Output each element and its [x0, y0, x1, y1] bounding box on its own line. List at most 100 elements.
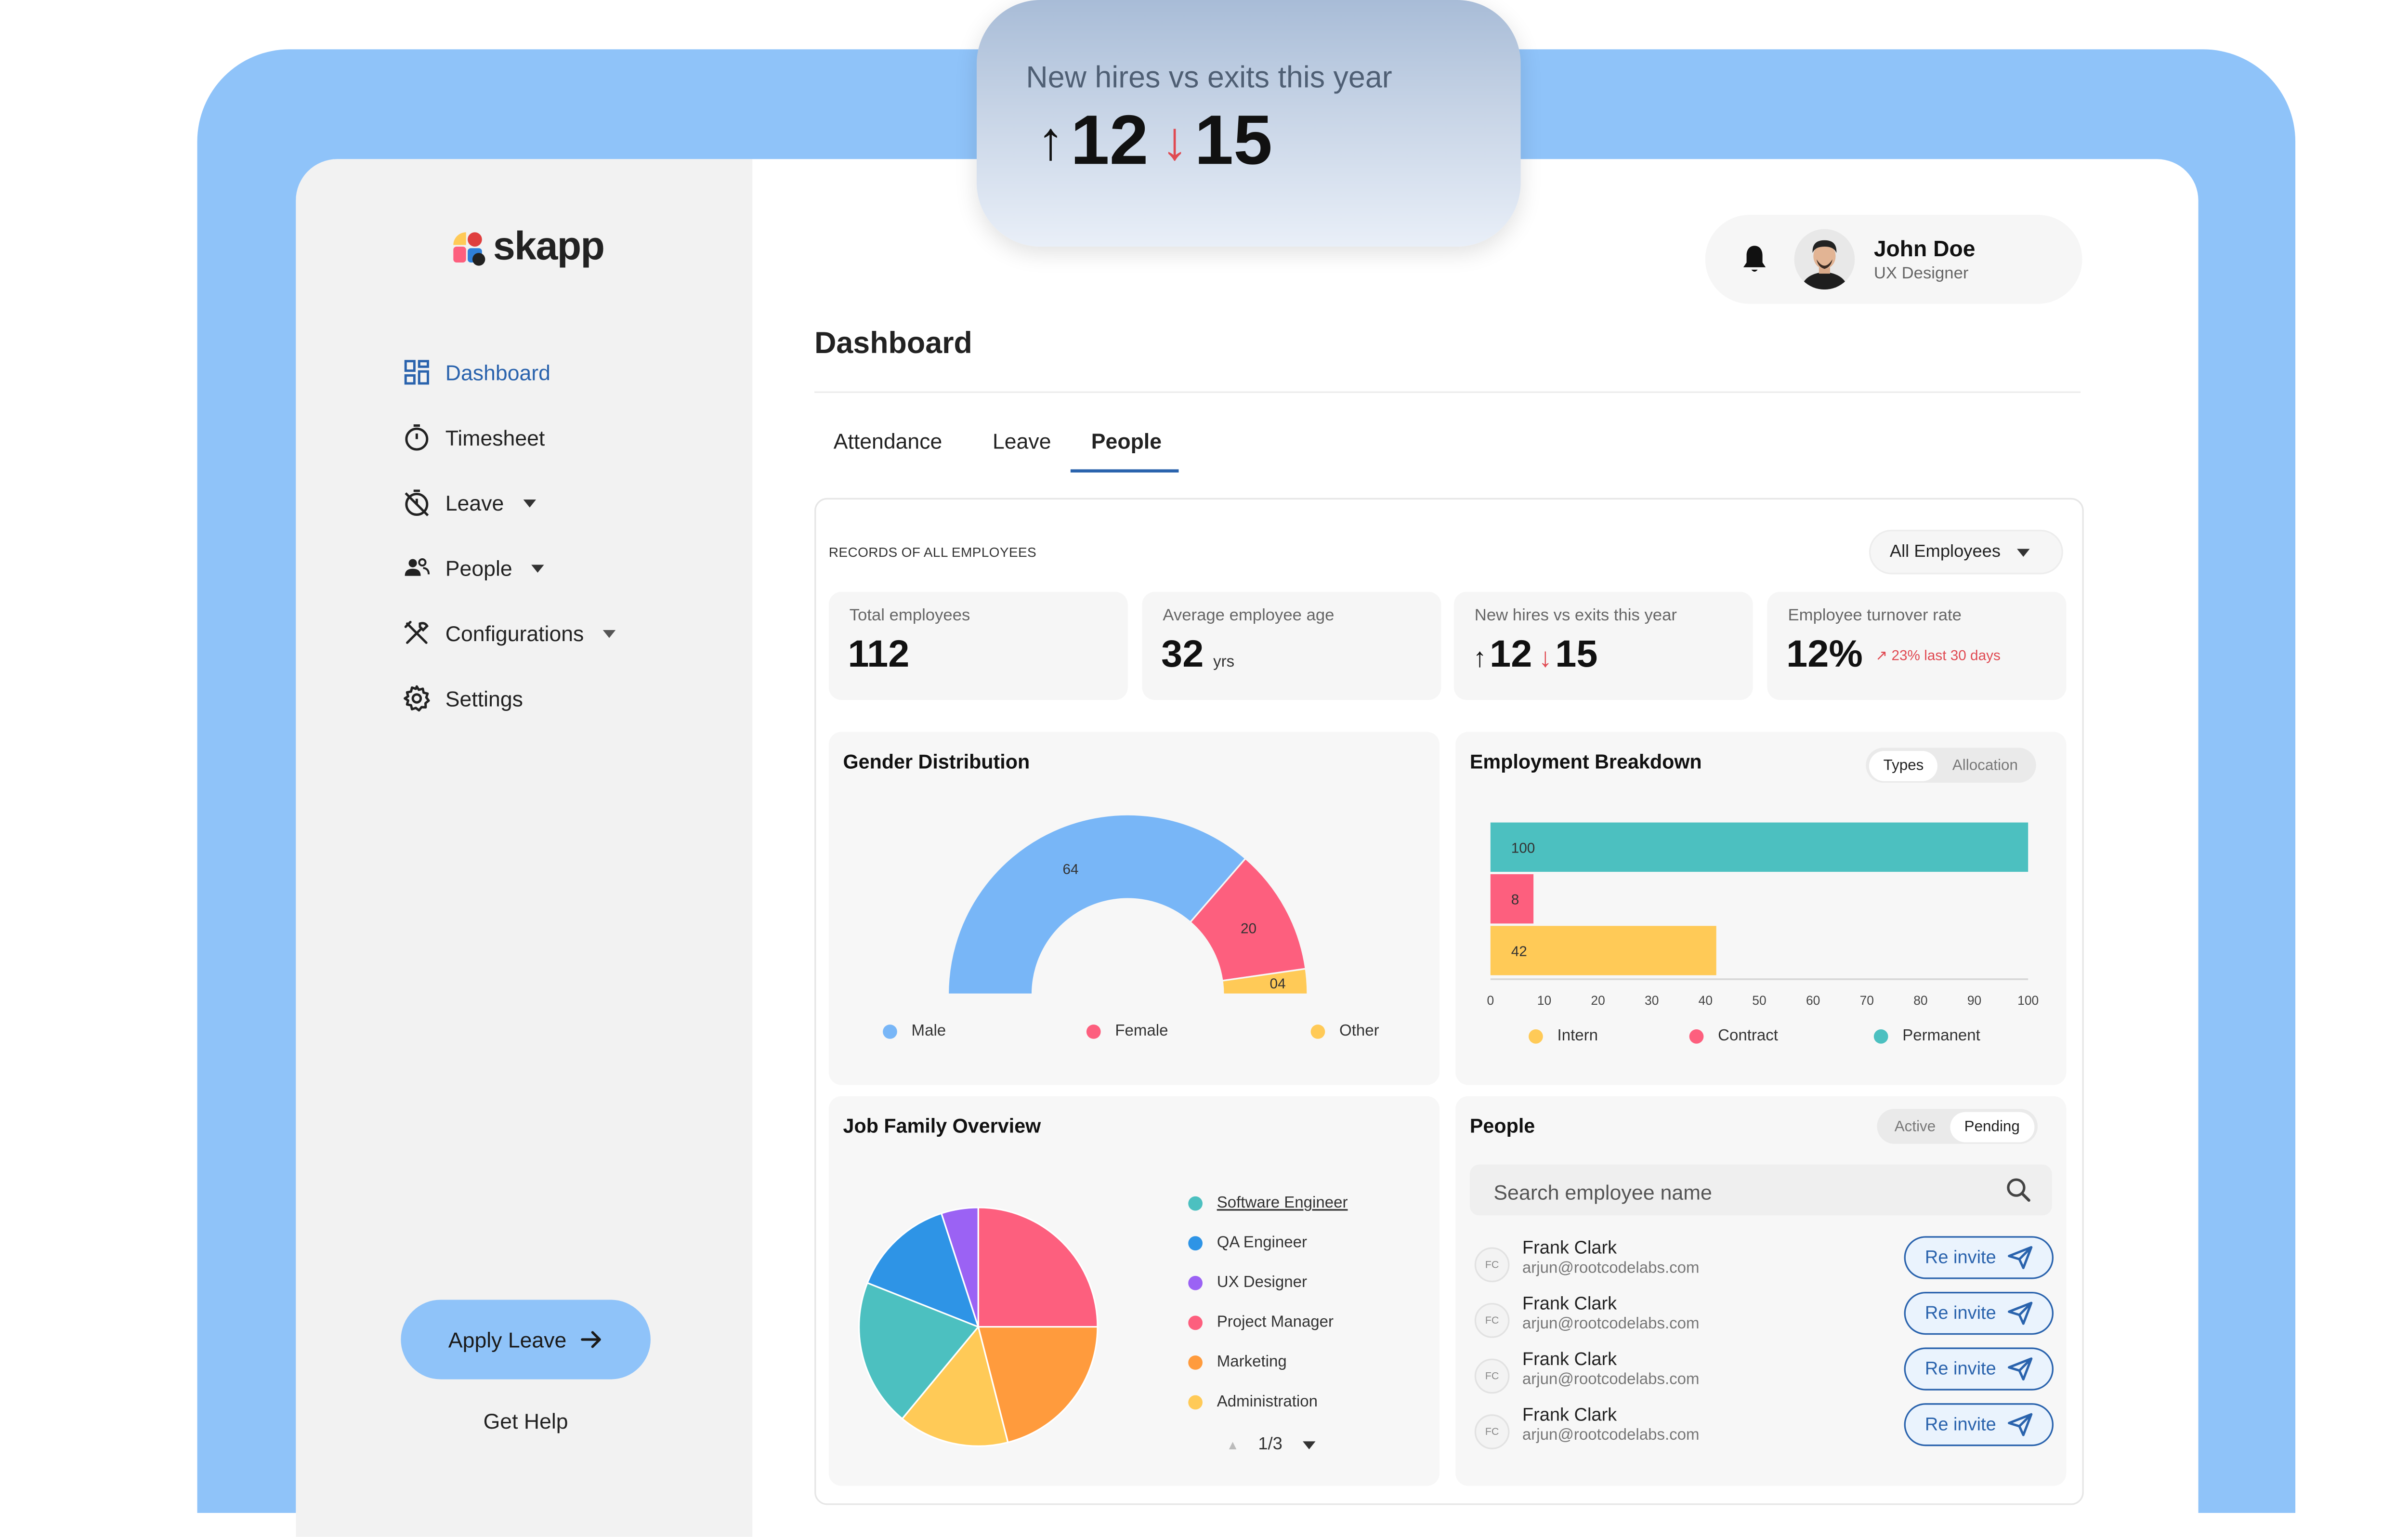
reinvite-button[interactable]: Re invite — [1904, 1236, 2054, 1279]
gender-chart: 64 20 04 — [947, 814, 1309, 995]
exits-value: 15 — [1555, 633, 1598, 676]
legend-label: Permanent — [1902, 1027, 1980, 1046]
brand-logo[interactable]: skapp — [450, 224, 605, 271]
stat-label: Total employees — [849, 606, 970, 626]
initials-avatar: FC — [1474, 1358, 1510, 1394]
list-item: FC Frank Clark arjun@rootcodelabs.com Re… — [1470, 1347, 2055, 1399]
stat-total-employees: Total employees 112 — [828, 591, 1128, 700]
tab-people[interactable]: People — [1091, 429, 1162, 454]
trend-text: 23% last 30 days — [1891, 647, 2001, 664]
legend-permanent: Permanent — [1873, 1027, 1980, 1046]
gender-data-label: 04 — [1270, 976, 1286, 992]
toggle-pending[interactable]: Pending — [1950, 1111, 2034, 1142]
chevron-up-icon[interactable]: ▲ — [1226, 1437, 1239, 1452]
stat-value: ↑ 12 ↓ 15 — [1473, 633, 1597, 678]
pie-slice-administration — [901, 1325, 1009, 1447]
chevron-down-icon — [603, 629, 616, 637]
chevron-down-icon[interactable] — [1303, 1440, 1316, 1449]
person-email: arjun@rootcodelabs.com — [1522, 1371, 1700, 1389]
tab-attendance[interactable]: Attendance — [833, 429, 942, 454]
legend-marketing[interactable]: Marketing — [1188, 1354, 1287, 1371]
bell-icon[interactable] — [1740, 243, 1768, 275]
x-tick-label: 40 — [1699, 993, 1713, 1008]
send-icon — [2007, 1301, 2032, 1325]
arrow-down-icon: ↓ — [1161, 110, 1189, 171]
legend-male: Male — [883, 1023, 946, 1040]
card-title: People — [1469, 1115, 1535, 1138]
legend-pager: ▲ 1/3 — [1227, 1435, 1316, 1454]
gender-slice-other — [1221, 968, 1309, 995]
sidebar-item-label: Dashboard — [445, 360, 550, 384]
legend-dot — [883, 1025, 897, 1039]
stat-label: New hires vs exits this year — [1474, 606, 1677, 626]
legend-label: Administration — [1217, 1393, 1318, 1411]
employee-filter-dropdown[interactable]: All Employees — [1869, 529, 2063, 575]
get-help-link[interactable]: Get Help — [483, 1409, 568, 1433]
toggle-active[interactable]: Active — [1894, 1117, 1936, 1135]
list-item: FC Frank Clark arjun@rootcodelabs.com Re… — [1470, 1291, 2055, 1343]
user-profile[interactable]: John Doe UX Designer — [1705, 214, 2082, 304]
bar-data-label: 42 — [1511, 944, 1527, 959]
legend-label: Female — [1115, 1023, 1168, 1041]
hires-value: 12 — [1490, 633, 1532, 676]
legend-software-engineer[interactable]: Software Engineer — [1188, 1195, 1348, 1212]
avatar[interactable] — [1794, 229, 1855, 290]
stat-value: 112 — [848, 633, 909, 678]
chevron-down-icon — [523, 499, 536, 507]
employment-chart: 100 8 42 0 10 20 30 40 50 60 70 80 90 100 — [1487, 822, 2039, 1008]
legend-project-manager[interactable]: Project Manager — [1188, 1314, 1334, 1332]
legend-administration[interactable]: Administration — [1188, 1393, 1318, 1411]
search-icon[interactable] — [2006, 1177, 2031, 1203]
person-email: arjun@rootcodelabs.com — [1522, 1315, 1700, 1333]
hires-exits-highlight-card: New hires vs exits this year ↑ 12 ↓ 15 — [976, 0, 1521, 247]
dashboard-icon — [404, 360, 429, 385]
sidebar: skapp Dashboard Timesheet Leave — [296, 159, 753, 1537]
avatar-portrait-icon — [1794, 229, 1855, 290]
person-name: Frank Clark — [1522, 1351, 1617, 1370]
x-tick-label: 80 — [1913, 993, 1927, 1008]
highlight-title: New hires vs exits this year — [1026, 62, 1392, 96]
apply-leave-button[interactable]: Apply Leave — [401, 1300, 651, 1379]
arrow-right-icon — [581, 1331, 602, 1348]
legend-ux-designer[interactable]: UX Designer — [1188, 1274, 1307, 1292]
sidebar-item-label: People — [445, 556, 512, 580]
legend-dot — [1310, 1025, 1325, 1039]
employment-breakdown-card: Employment Breakdown Types Allocation 10… — [1455, 732, 2067, 1085]
reinvite-button[interactable]: Re invite — [1904, 1347, 2054, 1391]
sidebar-item-leave[interactable]: Leave — [403, 484, 536, 522]
sidebar-item-configurations[interactable]: Configurations — [403, 614, 616, 652]
pie-slice-marketing — [977, 1326, 1099, 1444]
legend-dot — [1873, 1029, 1888, 1044]
search-input[interactable] — [1469, 1164, 2022, 1219]
gear-icon — [404, 685, 430, 712]
apply-leave-label: Apply Leave — [448, 1327, 567, 1352]
sidebar-item-people[interactable]: People — [403, 549, 544, 587]
bar-intern — [1490, 926, 1716, 975]
legend-label: Intern — [1557, 1027, 1598, 1046]
gender-slice-male — [947, 814, 1247, 995]
sidebar-item-dashboard[interactable]: Dashboard — [403, 353, 550, 391]
age-unit: yrs — [1213, 654, 1235, 671]
legend-dot — [1188, 1355, 1203, 1370]
card-title: Employment Breakdown — [1469, 750, 1702, 774]
toggle-types[interactable]: Types — [1869, 750, 1938, 781]
active-tab-indicator — [1070, 469, 1179, 473]
sidebar-item-timesheet[interactable]: Timesheet — [403, 419, 545, 457]
person-email: arjun@rootcodelabs.com — [1522, 1260, 1700, 1278]
bar-contract — [1490, 874, 1534, 924]
sidebar-item-label: Leave — [445, 490, 504, 515]
reinvite-button[interactable]: Re invite — [1904, 1291, 2054, 1335]
people-toggle: Active Pending — [1877, 1109, 2038, 1144]
legend-dot — [1188, 1315, 1203, 1330]
legend-qa-engineer[interactable]: QA Engineer — [1188, 1235, 1307, 1252]
skapp-logo-icon — [453, 231, 485, 265]
chevron-down-icon — [531, 564, 544, 572]
tab-leave[interactable]: Leave — [993, 429, 1051, 454]
sidebar-item-settings[interactable]: Settings — [403, 679, 523, 717]
trend-up-icon: ↗ — [1875, 647, 1892, 664]
toggle-allocation[interactable]: Allocation — [1952, 756, 2018, 774]
job-family-chart — [858, 1207, 1099, 1447]
exits-value: 15 — [1194, 102, 1273, 180]
reinvite-button[interactable]: Re invite — [1904, 1403, 2054, 1446]
initials-avatar: FC — [1474, 1247, 1510, 1283]
